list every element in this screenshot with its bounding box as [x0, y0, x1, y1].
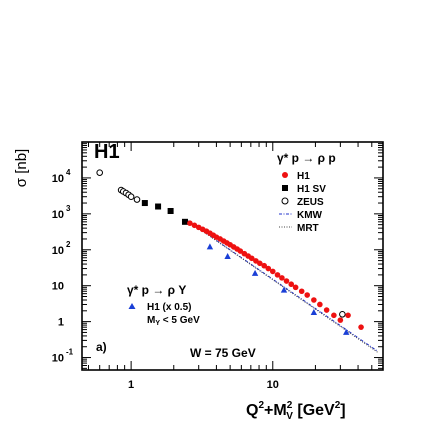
point-h1	[345, 312, 351, 319]
y-tick-label: 10	[52, 353, 64, 365]
y-tick-label: 10	[52, 281, 64, 293]
point-h1-rho-y	[310, 308, 318, 315]
legend-top-header: γ* p → ρ p	[277, 151, 336, 165]
point-h1	[317, 301, 323, 308]
curve-mrt	[187, 220, 378, 353]
point-h1	[265, 265, 272, 272]
point-h1	[257, 260, 263, 267]
point-h1	[337, 317, 344, 323]
legend-zeus-marker	[281, 197, 289, 205]
point-zeus	[339, 310, 346, 318]
legend-h1sv-label: H1 SV	[297, 184, 326, 195]
theory-curves	[187, 220, 378, 353]
point-h1	[269, 268, 276, 275]
data-points	[96, 169, 364, 335]
x-tick-label: 10	[267, 379, 279, 391]
point-zeus	[127, 193, 135, 201]
y-tick-exponent: 4	[66, 168, 71, 177]
point-h1	[279, 275, 285, 281]
energy-label: W = 75 GeV	[190, 346, 256, 360]
point-h1-rho-y	[206, 243, 214, 250]
point-h1-rho-y	[280, 286, 288, 293]
curve-kmw	[187, 220, 378, 352]
point-h1-sv	[181, 218, 188, 225]
point-h1	[292, 284, 299, 291]
point-h1-sv	[141, 200, 148, 207]
plot-frame	[81, 141, 384, 371]
legend-h1-marker	[282, 172, 288, 178]
point-h1	[187, 220, 193, 226]
point-h1-sv	[167, 208, 174, 215]
legend-bottom: γ* p → ρ Y H1 (x 0.5) MY < 5 GeV	[127, 283, 200, 327]
legend-h1sv-marker	[282, 185, 288, 191]
y-tick-exponent: 2	[66, 240, 71, 249]
y-tick-label: 10	[52, 245, 64, 257]
chart-title: H1	[94, 141, 120, 163]
y-axis-label: σ [nb]	[13, 149, 30, 187]
point-h1	[237, 248, 244, 254]
legend-h1y-condition: MY < 5 GeV	[147, 315, 200, 327]
point-h1	[191, 222, 198, 229]
point-h1	[261, 262, 268, 269]
point-h1	[283, 278, 290, 284]
legend-kmw-label: KMW	[297, 210, 323, 221]
point-h1	[304, 292, 311, 298]
y-tick-exponent: 3	[66, 204, 71, 213]
point-zeus	[96, 169, 103, 176]
legend-bottom-header: γ* p → ρ Y	[127, 283, 186, 297]
point-zeus	[133, 196, 141, 203]
point-h1-sv	[155, 203, 162, 210]
legend-h1y-marker	[128, 303, 136, 309]
legend-top: γ* p → ρ p H1 H1 SV ZEUS KMW MRT	[277, 151, 336, 234]
point-h1	[331, 312, 337, 319]
legend-mrt-label: MRT	[297, 223, 319, 234]
x-tick-labels: 1 10	[128, 379, 279, 391]
point-h1-rho-y	[343, 328, 350, 335]
axis-ticks	[82, 141, 384, 370]
point-h1-rho-y	[224, 252, 231, 259]
point-h1	[311, 297, 317, 303]
point-h1	[358, 324, 364, 330]
legend-h1y-label: H1 (x 0.5)	[147, 302, 191, 313]
point-h1	[248, 255, 255, 262]
point-h1	[274, 272, 281, 278]
y-tick-label: 10	[52, 209, 64, 221]
svg-text:σ [nb]: σ [nb]	[13, 149, 30, 187]
legend-h1-label: H1	[297, 171, 310, 182]
point-h1	[298, 288, 305, 295]
legend-zeus-label: ZEUS	[297, 197, 324, 208]
y-tick-label: 1	[58, 317, 64, 329]
x-axis-label: Q2+M2 V [GeV2]	[246, 400, 346, 422]
point-h1-rho-y	[251, 269, 259, 276]
point-h1	[323, 307, 330, 313]
y-tick-label: 10	[52, 173, 64, 185]
panel-label: a)	[96, 340, 107, 354]
point-h1	[288, 281, 295, 288]
y-tick-exponent: -1	[66, 348, 74, 357]
x-tick-label: 1	[128, 379, 134, 391]
